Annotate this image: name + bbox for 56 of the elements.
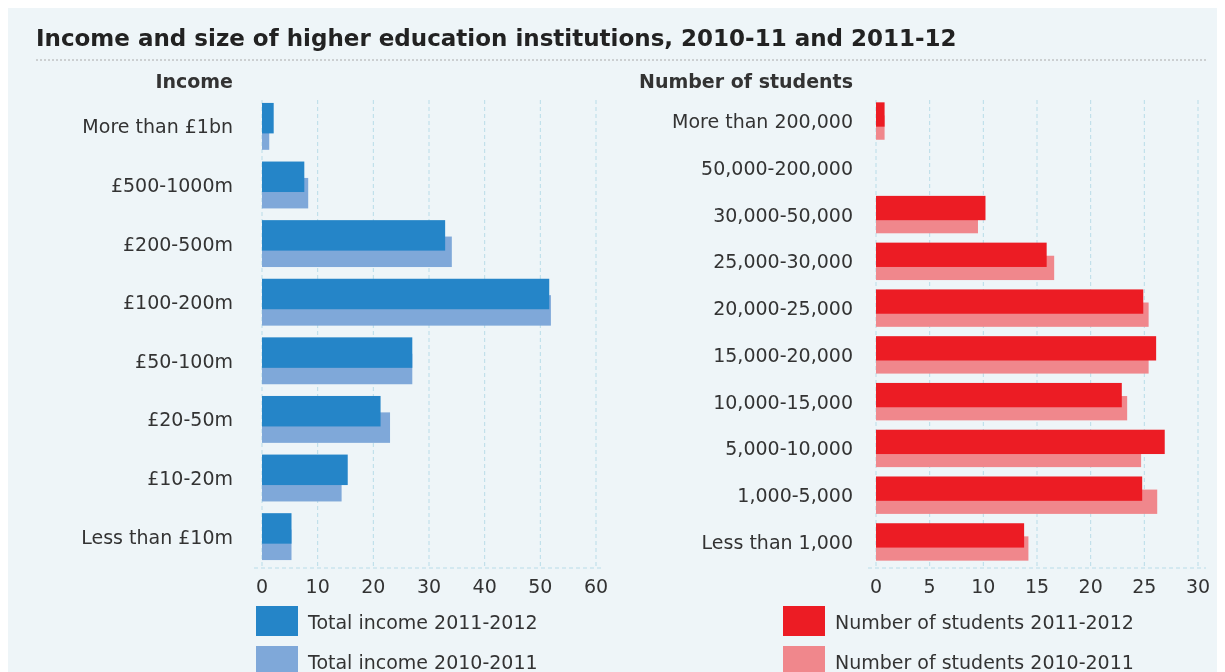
- y-tick-label: £50-100m: [135, 349, 233, 372]
- bar: [262, 220, 446, 251]
- y-tick-label: 30,000-50,000: [713, 203, 853, 226]
- bar: [876, 289, 1144, 314]
- y-tick-label: £500-1000m: [110, 173, 233, 196]
- chart-title: Income and size of higher education institutions, 2010-11 and 2011-12: [36, 25, 957, 51]
- x-tick-label: 0: [869, 575, 883, 597]
- x-tick-label: 5: [923, 575, 936, 597]
- y-tick-label: 10,000-15,000: [713, 390, 853, 413]
- x-tick-label: 0: [255, 575, 269, 597]
- x-tick-label: 10: [971, 575, 996, 597]
- bar: [262, 278, 550, 310]
- y-axis-title: Income: [155, 70, 233, 92]
- bar: [262, 161, 305, 193]
- x-tick-label: 20: [1078, 575, 1103, 597]
- y-tick-label: £200-500m: [123, 232, 233, 255]
- bar: [876, 242, 1047, 267]
- y-tick-label: More than £1bn: [82, 115, 233, 138]
- y-tick-label: 5,000-10,000: [725, 437, 853, 460]
- y-tick-label: £10-20m: [147, 467, 233, 490]
- bar: [876, 429, 1165, 455]
- bar: [876, 102, 885, 127]
- legend-label: Number of students 2010-2011: [835, 651, 1134, 672]
- x-tick-label: 20: [361, 575, 386, 597]
- x-tick-label: 30: [1185, 575, 1211, 597]
- y-tick-label: £20-50m: [147, 408, 233, 431]
- legend-label: Total income 2010-2011: [307, 651, 538, 672]
- y-tick-label: 50,000-200,000: [701, 156, 853, 179]
- y-axis-title: Number of students: [639, 70, 853, 92]
- legend-label: Total income 2011-2012: [307, 611, 538, 633]
- bar: [876, 336, 1157, 361]
- bar: [262, 395, 381, 427]
- bar: [262, 102, 274, 134]
- bar: [876, 476, 1143, 501]
- y-tick-label: 20,000-25,000: [713, 297, 853, 320]
- y-tick-label: Less than £10m: [81, 525, 233, 548]
- y-tick-label: More than 200,000: [672, 110, 853, 133]
- bar: [262, 454, 348, 486]
- legend-label: Number of students 2011-2012: [835, 611, 1134, 633]
- x-tick-label: 50: [528, 575, 553, 597]
- x-tick-label: 30: [416, 575, 442, 597]
- bar: [876, 382, 1122, 408]
- x-tick-label: 40: [472, 575, 497, 597]
- y-tick-label: 25,000-30,000: [713, 250, 853, 273]
- y-tick-label: Less than 1,000: [701, 530, 853, 553]
- y-tick-label: 1,000-5,000: [737, 484, 853, 507]
- bar: [262, 513, 292, 544]
- x-tick-label: 15: [1024, 575, 1050, 597]
- y-tick-label: 15,000-20,000: [713, 343, 853, 366]
- y-tick-label: £100-200m: [123, 291, 233, 314]
- bar: [876, 195, 986, 221]
- x-tick-label: 60: [583, 575, 609, 597]
- bar: [876, 523, 1025, 548]
- bar: [262, 337, 413, 368]
- x-tick-label: 25: [1132, 575, 1157, 597]
- x-tick-label: 10: [305, 575, 330, 597]
